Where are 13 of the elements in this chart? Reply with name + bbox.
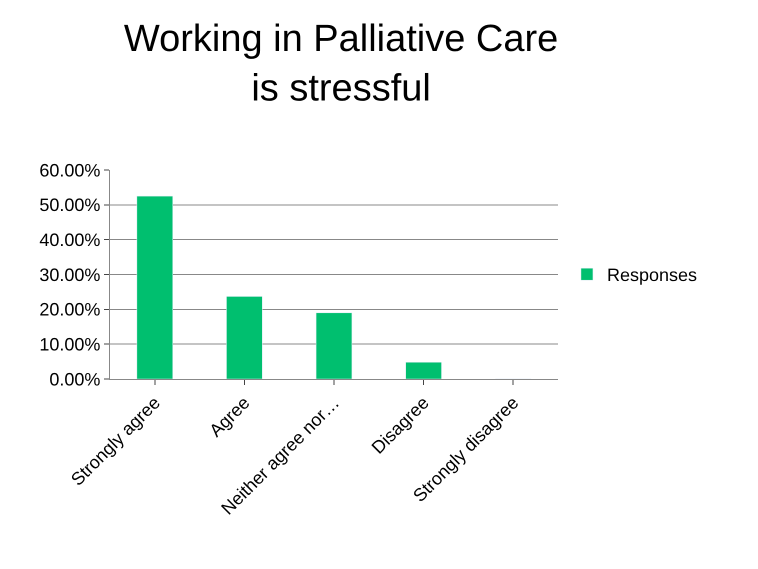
chart-title: Working in Palliative Care is stressful xyxy=(124,18,558,110)
legend-label: Responses xyxy=(606,265,698,286)
y-tick-label: 60.00% xyxy=(39,160,100,180)
bar xyxy=(316,312,352,379)
y-tick-label: 50.00% xyxy=(39,195,100,216)
bar xyxy=(136,196,173,379)
y-tick-label: 30.00% xyxy=(39,264,100,285)
y-tick-label: 0.00% xyxy=(49,369,100,390)
bar xyxy=(226,296,263,379)
y-tick-label: 40.00% xyxy=(39,230,100,250)
bar xyxy=(405,362,442,379)
y-tick-label: 20.00% xyxy=(39,300,100,320)
y-tick-label: 10.00% xyxy=(39,334,100,354)
